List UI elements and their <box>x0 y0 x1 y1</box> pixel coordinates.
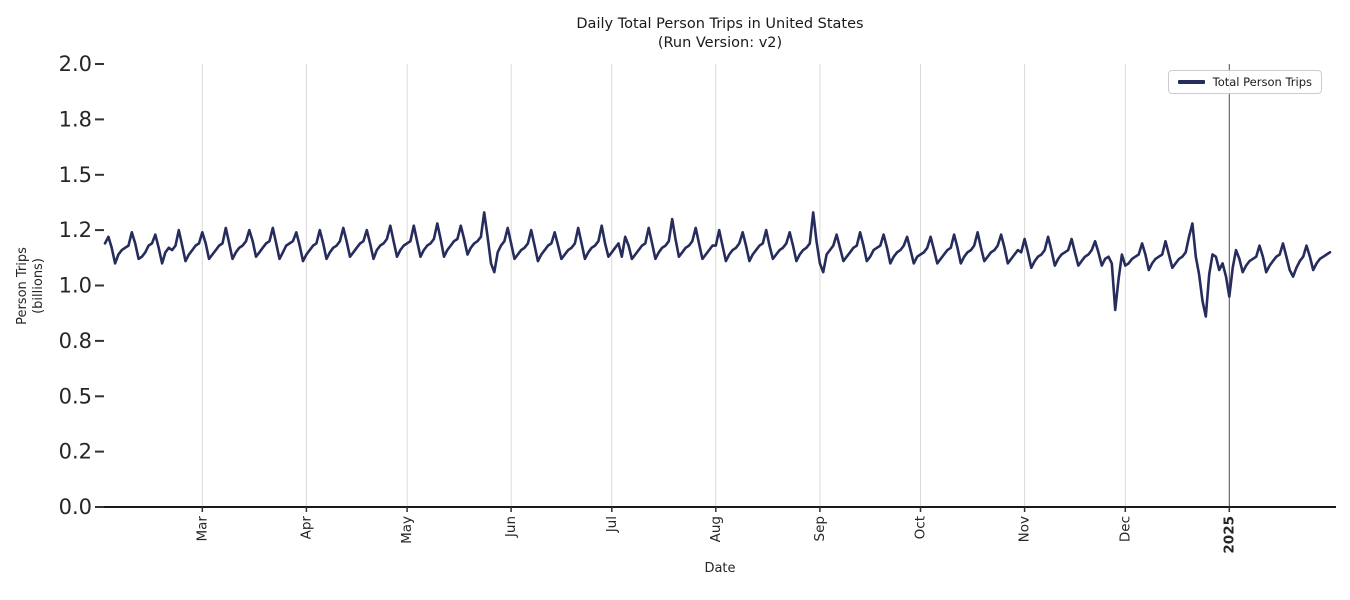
x-tick-label: Aug <box>708 516 724 542</box>
x-axis-label: Date <box>704 561 736 576</box>
y-axis-label-line1: Person Trips <box>15 247 30 325</box>
legend-label: Total Person Trips <box>1212 75 1312 89</box>
legend-line-swatch <box>1177 80 1205 84</box>
x-tick-label: Dec <box>1117 516 1133 542</box>
y-tick-label: 0.5 <box>59 384 92 408</box>
y-tick-label: 1.0 <box>59 274 92 298</box>
legend: Total Person Trips <box>1167 70 1322 94</box>
x-tick-label: Mar <box>194 516 210 542</box>
x-tick-label: May <box>399 516 415 544</box>
x-tick-label: Sep <box>812 516 828 541</box>
y-tick-label: 1.5 <box>59 163 92 187</box>
y-axis-label-line2: (billions) <box>31 258 46 314</box>
x-tick-label: 2025 <box>1221 516 1237 554</box>
y-tick-label: 1.2 <box>59 218 92 242</box>
x-tick-label: Oct <box>913 516 929 539</box>
x-tick-label: Apr <box>298 516 314 540</box>
x-tick-label: Jun <box>503 516 519 538</box>
x-tick-label: Nov <box>1017 516 1033 542</box>
y-tick-label: 0.0 <box>59 495 92 519</box>
y-tick-label: 0.8 <box>59 329 92 353</box>
y-tick-label: 0.2 <box>59 440 92 464</box>
chart-title-line1: Daily Total Person Trips in United State… <box>576 16 864 32</box>
y-tick-label: 2.0 <box>59 52 92 76</box>
y-axis-label: Person Trips (billions) <box>15 247 47 325</box>
x-tick-label: Jul <box>604 516 620 533</box>
chart-title-line2: (Run Version: v2) <box>657 35 783 51</box>
series-total-person-trips <box>103 211 1332 318</box>
y-tick-label: 1.8 <box>59 107 92 131</box>
chart-title: Daily Total Person Trips in United State… <box>104 15 1336 53</box>
